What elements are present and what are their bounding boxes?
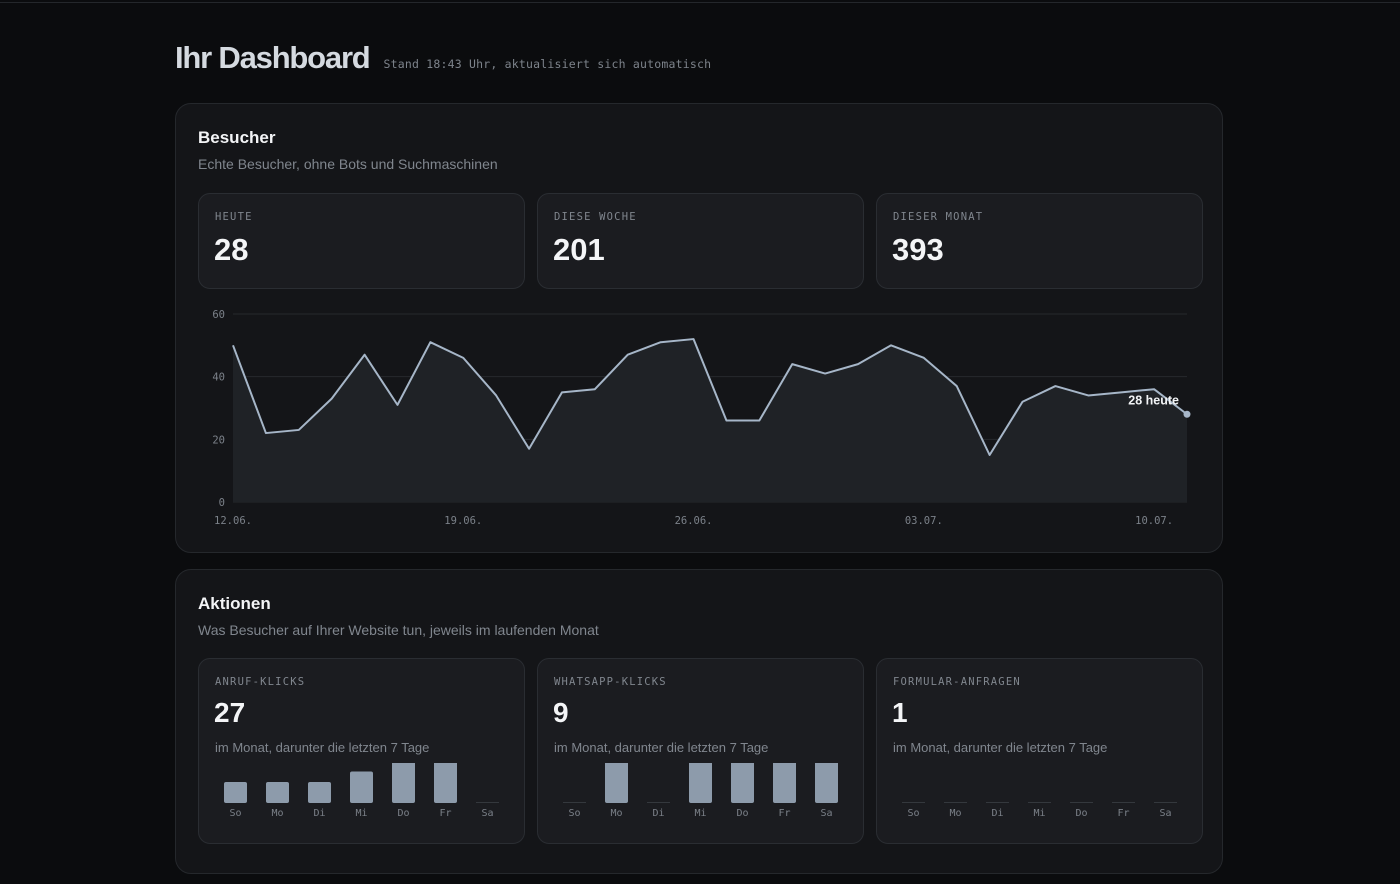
day-bar — [944, 802, 967, 803]
day-label: Sa — [1159, 808, 1171, 819]
y-tick-label: 40 — [212, 372, 225, 384]
x-tick-label: 26.06. — [675, 515, 713, 527]
actions-subtitle: Was Besucher auf Ihrer Website tun, jewe… — [198, 622, 599, 638]
day-bar — [476, 802, 499, 803]
y-tick-label: 20 — [212, 434, 225, 446]
stat-month: DIESER MONAT 393 — [876, 193, 1203, 289]
stat-today: HEUTE 28 — [198, 193, 525, 289]
day-bar — [224, 782, 247, 803]
day-label: Do — [1075, 808, 1087, 819]
day-bar — [392, 763, 415, 803]
day-bar — [266, 782, 289, 803]
day-label: Di — [991, 808, 1003, 819]
action-value: 27 — [214, 697, 246, 728]
action-note: im Monat, darunter die letzten 7 Tage — [554, 740, 769, 755]
day-label: Mo — [949, 808, 961, 819]
day-label: So — [229, 808, 241, 819]
stat-month-label: DIESER MONAT — [893, 211, 984, 223]
page-title: Ihr Dashboard — [175, 40, 371, 75]
day-bar — [1154, 802, 1177, 803]
data-point[interactable] — [1183, 410, 1191, 418]
stat-month-value: 393 — [892, 232, 944, 267]
stat-week: DIESE WOCHE 201 — [537, 193, 864, 289]
visitors-title: Besucher — [198, 128, 276, 147]
action-value: 1 — [892, 697, 908, 728]
day-bar — [434, 763, 457, 803]
day-label: Mi — [694, 808, 706, 819]
day-label: Sa — [820, 808, 832, 819]
update-timestamp: Stand 18:43 Uhr, aktualisiert sich autom… — [383, 57, 712, 71]
action-card-forms: FORMULAR-ANFRAGEN 1 im Monat, darunter d… — [876, 658, 1203, 844]
day-label: Mi — [355, 808, 367, 819]
actions-title: Aktionen — [198, 594, 271, 613]
day-label: Di — [652, 808, 664, 819]
x-tick-label: 10.07. — [1135, 515, 1173, 527]
day-label: Fr — [1117, 808, 1129, 819]
visitors-subtitle: Echte Besucher, ohne Bots und Suchmaschi… — [198, 156, 498, 172]
day-bar — [563, 802, 586, 803]
visitors-line — [232, 338, 1188, 456]
day-bar — [731, 763, 754, 803]
day-bar — [1112, 802, 1135, 803]
day-bar — [350, 771, 373, 803]
top-divider — [0, 2, 1400, 3]
action-label: ANRUF-KLICKS — [215, 676, 306, 688]
x-tick-label: 03.07. — [905, 515, 943, 527]
day-label: So — [907, 808, 919, 819]
day-bar — [308, 782, 331, 803]
day-label: Mo — [610, 808, 622, 819]
visitors-area — [233, 339, 1187, 502]
action-mini-chart: So Mo Di Mi Do Fr Sa — [563, 763, 838, 819]
day-label: Fr — [439, 808, 451, 819]
action-label: FORMULAR-ANFRAGEN — [893, 676, 1021, 688]
action-mini-chart: So Mo Di Mi Do Fr Sa — [224, 763, 499, 819]
day-label: Fr — [778, 808, 790, 819]
day-label: Mi — [1033, 808, 1045, 819]
visitors-chart[interactable]: 0 20 40 60 12.06. 19.06. 26.06. 03.07. 10.07. 28 … — [176, 299, 1222, 539]
actions-card: Aktionen Was Besucher auf Ihrer Website … — [175, 569, 1223, 874]
day-label: Do — [736, 808, 748, 819]
stat-today-label: HEUTE — [215, 211, 253, 223]
day-bar — [815, 763, 838, 803]
y-tick-label: 0 — [219, 497, 225, 509]
day-bar — [647, 802, 670, 803]
x-tick-label: 12.06. — [214, 515, 252, 527]
stat-week-label: DIESE WOCHE — [554, 211, 637, 223]
y-tick-label: 60 — [212, 309, 225, 321]
day-bar — [773, 763, 796, 803]
day-bar — [1028, 802, 1051, 803]
stat-week-value: 201 — [553, 232, 605, 267]
day-label: So — [568, 808, 580, 819]
day-label: Sa — [481, 808, 493, 819]
action-card-calls: ANRUF-KLICKS 27 im Monat, darunter die l… — [198, 658, 525, 844]
day-label: Mo — [271, 808, 283, 819]
action-card-whatsapp: WHATSAPP-KLICKS 9 im Monat, darunter die… — [537, 658, 864, 844]
today-annotation: 28 heute — [1128, 393, 1179, 407]
day-bar — [689, 763, 712, 803]
page-header: Ihr Dashboard Stand 18:43 Uhr, aktualisi… — [175, 40, 711, 76]
day-bar — [986, 802, 1009, 803]
visitors-card: Besucher Echte Besucher, ohne Bots und S… — [175, 103, 1223, 553]
action-mini-chart: So Mo Di Mi Do Fr Sa — [902, 802, 1177, 819]
action-value: 9 — [553, 697, 569, 728]
day-bar — [902, 802, 925, 803]
action-note: im Monat, darunter die letzten 7 Tage — [893, 740, 1108, 755]
day-bar — [605, 763, 628, 803]
x-tick-label: 19.06. — [444, 515, 482, 527]
day-label: Di — [313, 808, 325, 819]
stat-today-value: 28 — [214, 232, 249, 267]
action-note: im Monat, darunter die letzten 7 Tage — [215, 740, 430, 755]
day-bar — [1070, 802, 1093, 803]
day-label: Do — [397, 808, 409, 819]
action-label: WHATSAPP-KLICKS — [554, 676, 667, 688]
